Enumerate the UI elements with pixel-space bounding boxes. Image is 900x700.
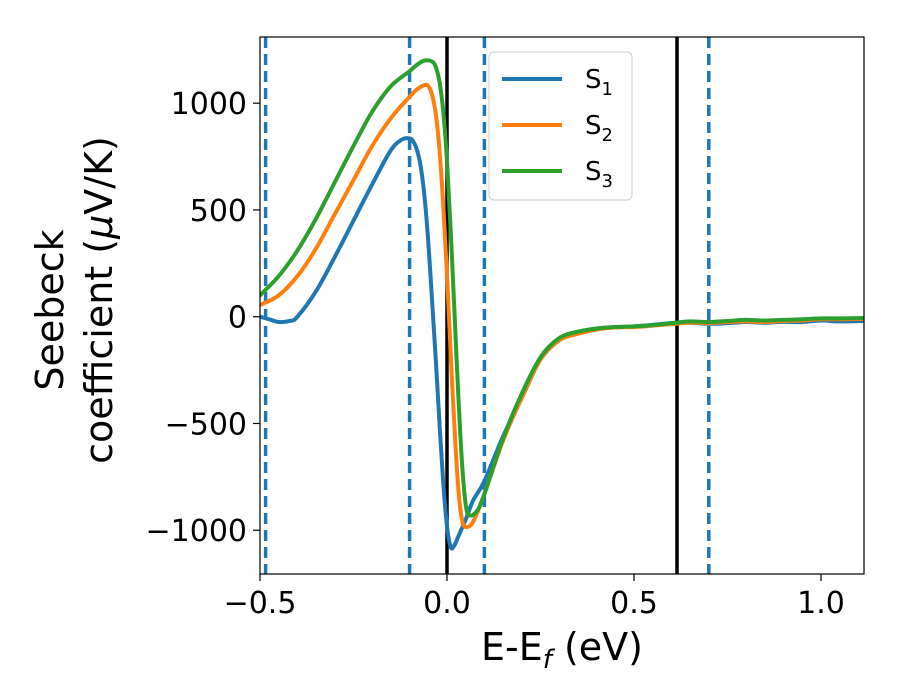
vertical-reference-lines [263, 37, 711, 574]
svg-text:coefficient (μV/K): coefficient (μV/K) [77, 136, 121, 464]
legend-label-s3: S3 [585, 157, 613, 192]
legend: S1 S2 S3 [488, 51, 633, 201]
y-axis-label-unit: V/K) [77, 136, 121, 215]
y-axis-label-line1: Seebeck [28, 229, 72, 390]
x-tick-label: 0.0 [423, 586, 471, 621]
y-tick-label: −1000 [146, 514, 247, 549]
legend-label-s1: S1 [585, 65, 613, 100]
series-lines [260, 58, 864, 551]
y-tick-label: 0 [228, 301, 247, 336]
y-axis-ticks: −1000 −500 0 500 1000 [146, 87, 260, 549]
svg-text:Seebeck: Seebeck [28, 229, 72, 390]
series-line-s3 [260, 58, 864, 518]
x-axis-ticks: −0.5 0.0 0.5 1.0 [224, 574, 845, 621]
legend-label-s2: S2 [585, 111, 613, 146]
plot-frame [259, 36, 865, 575]
y-tick-label: 1000 [171, 87, 247, 122]
y-axis-label-mu: μ [77, 215, 121, 240]
x-tick-label: −0.5 [224, 586, 297, 621]
y-tick-label: −500 [165, 407, 247, 442]
x-tick-label: 1.0 [797, 586, 845, 621]
x-axis-label: E-Ef (eV) [481, 625, 643, 675]
y-axis-label: Seebeck coefficient (μV/K) [28, 136, 121, 464]
x-tick-label: 0.5 [610, 586, 658, 621]
y-tick-label: 500 [190, 194, 247, 229]
y-axis-label-line2: coefficient ( [77, 239, 121, 464]
